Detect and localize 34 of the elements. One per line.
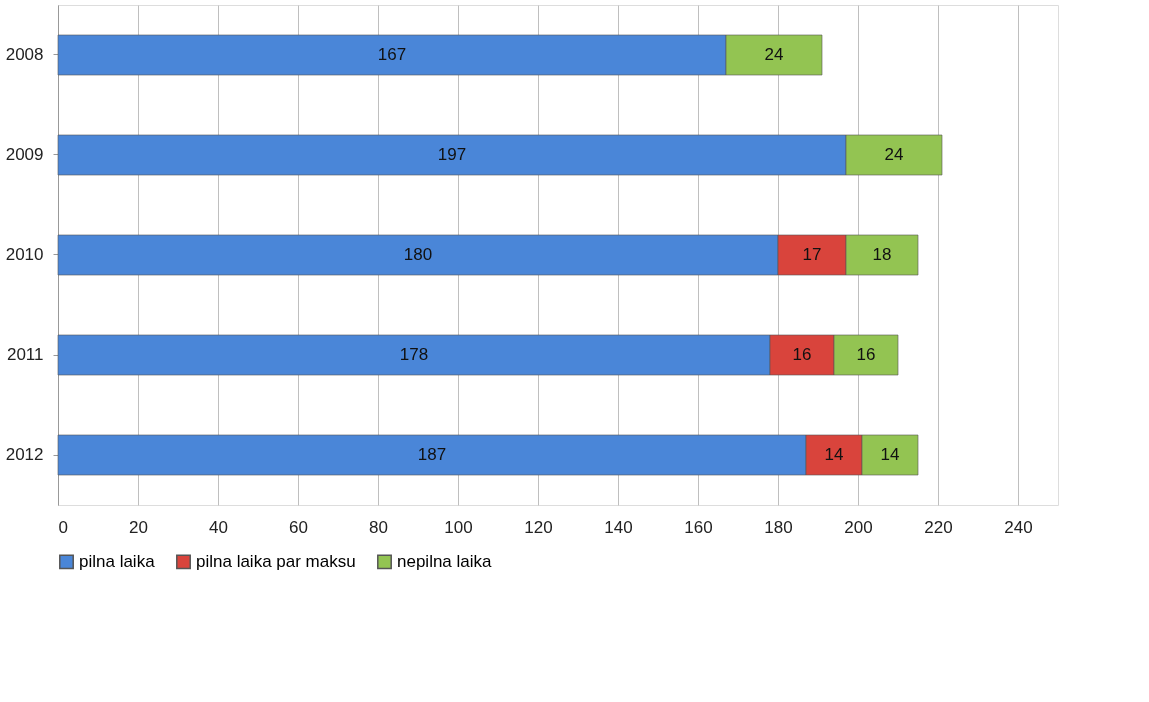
data-label: 16	[792, 345, 812, 364]
data-label: 24	[764, 45, 784, 64]
data-label: 14	[880, 445, 900, 464]
x-tick-label: 120	[524, 517, 553, 537]
y-tick-label: 2008	[5, 45, 44, 64]
x-tick-label: 180	[764, 517, 793, 537]
data-label: 24	[884, 145, 904, 164]
data-label: 18	[872, 245, 892, 264]
x-tick-label: 220	[924, 517, 953, 537]
x-tick-label: 60	[289, 517, 308, 537]
x-tick-label: 0	[58, 517, 68, 537]
data-label: 187	[417, 445, 447, 464]
data-label: 167	[377, 45, 407, 64]
x-tick-label: 140	[604, 517, 633, 537]
x-tick-label: 40	[209, 517, 228, 537]
data-label: 14	[824, 445, 844, 464]
data-label: 16	[856, 345, 876, 364]
legend-label: nepilna laika	[397, 551, 493, 571]
data-label: 180	[403, 245, 433, 264]
y-tick-label: 2012	[5, 445, 44, 464]
data-label: 17	[802, 245, 822, 264]
legend-label: pilna laika	[79, 551, 156, 571]
x-tick-label: 80	[369, 517, 388, 537]
x-tick-label: 200	[844, 517, 873, 537]
x-tick-label: 100	[444, 517, 473, 537]
x-tick-label: 240	[1004, 517, 1033, 537]
y-tick-label: 2009	[5, 145, 44, 164]
y-tick-label: 2011	[6, 345, 44, 364]
x-tick-label: 20	[129, 517, 148, 537]
legend-label: pilna laika par maksu	[196, 551, 356, 571]
x-tick-label: 160	[684, 517, 713, 537]
data-label: 178	[399, 345, 429, 364]
data-label: 197	[437, 145, 467, 164]
y-tick-label: 2010	[5, 245, 44, 264]
